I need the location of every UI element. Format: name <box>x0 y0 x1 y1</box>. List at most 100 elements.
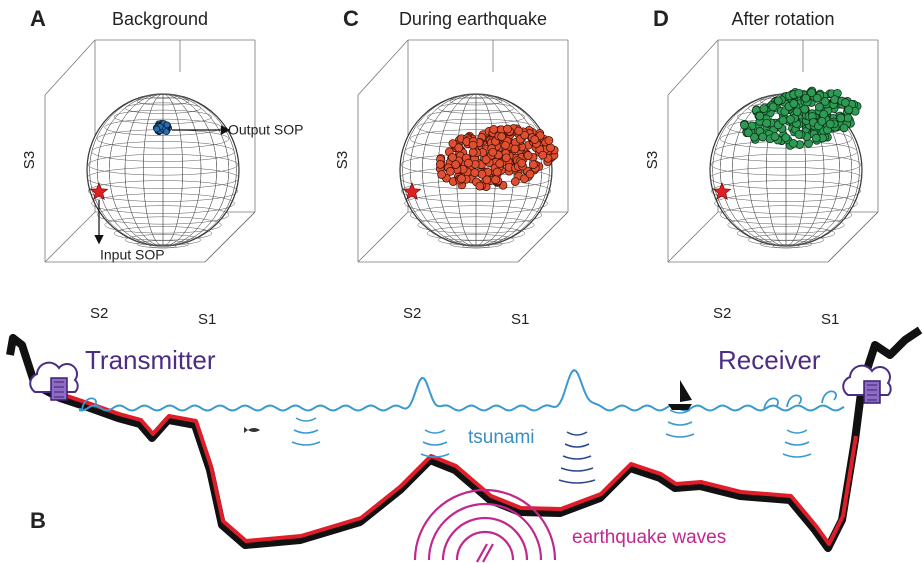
sop-point <box>539 151 547 159</box>
panel-letter: A <box>30 6 46 31</box>
surface-curl <box>822 391 836 403</box>
sop-point <box>801 105 809 113</box>
cube-edge <box>358 40 408 95</box>
annotation: Output SOP <box>228 122 303 138</box>
wave-arc <box>296 418 316 421</box>
wave-arc <box>567 432 587 435</box>
cube-edge <box>668 40 718 95</box>
sop-point <box>812 134 820 142</box>
sop-point <box>438 171 446 179</box>
sop-point <box>511 145 519 153</box>
panel-title: After rotation <box>731 9 834 29</box>
wave-arc <box>565 444 589 447</box>
sphere-panel: DAfter rotationS3S2S1 <box>644 6 878 328</box>
boat <box>668 380 692 410</box>
sop-point <box>515 127 523 135</box>
sop-point <box>771 133 779 141</box>
sop-point <box>844 114 852 122</box>
wave-arc <box>783 454 811 457</box>
cube-edge <box>668 212 718 262</box>
sop-point <box>782 134 790 142</box>
fault <box>477 544 493 562</box>
sop-point <box>465 159 473 167</box>
sop-point <box>502 154 510 162</box>
sop-point <box>504 125 512 133</box>
wave-arc <box>563 456 591 459</box>
sop-point <box>530 161 538 169</box>
wave-arc <box>292 442 320 445</box>
sop-point <box>498 133 506 141</box>
sop-point <box>815 103 823 111</box>
axis-label: S2 <box>90 305 108 322</box>
wave-arc <box>787 430 807 433</box>
sop-point <box>793 108 801 116</box>
sop-point <box>154 126 160 132</box>
sop-point <box>436 160 444 168</box>
earthquake-waves-label: earthquake waves <box>572 527 726 548</box>
sop-point <box>826 120 834 128</box>
cube-edge <box>45 40 95 95</box>
sop-point <box>845 106 853 114</box>
wave-arc <box>423 442 447 445</box>
sop-point <box>840 124 848 132</box>
sop-point <box>779 116 787 124</box>
axis-label: S1 <box>511 311 529 328</box>
sop-point <box>790 100 798 108</box>
sop-point <box>489 148 497 156</box>
sop-point <box>492 176 500 184</box>
sop-point <box>511 178 519 186</box>
sop-point <box>545 137 553 145</box>
axis-label: S2 <box>713 305 731 322</box>
wave-arc <box>425 430 445 433</box>
sop-point <box>818 117 826 125</box>
sop-point <box>518 159 526 167</box>
sop-point <box>759 133 767 141</box>
receiver-label: Receiver <box>718 345 821 375</box>
sop-point <box>490 125 498 133</box>
sop-point <box>526 170 534 178</box>
sop-point <box>446 167 454 175</box>
panel-letter: B <box>30 508 46 533</box>
sop-point <box>760 105 768 113</box>
sop-point <box>524 152 532 160</box>
wave-arc <box>668 422 692 425</box>
sop-point <box>164 122 170 128</box>
sop-point <box>740 121 748 129</box>
cube-edge <box>45 212 95 262</box>
fish <box>244 427 260 433</box>
sop-point <box>163 129 169 135</box>
axis-label: S3 <box>21 151 38 169</box>
panel-title: Background <box>112 9 208 29</box>
sop-point <box>831 96 839 104</box>
figure: B Transmitter Receiver tsunami earthquak… <box>0 0 923 563</box>
axis-label: S1 <box>198 311 216 328</box>
sop-point <box>837 114 845 122</box>
sop-point <box>756 112 764 120</box>
wave-arc <box>294 430 318 433</box>
sop-point <box>496 160 504 168</box>
sop-point <box>493 168 501 176</box>
axis-label: S2 <box>403 305 421 322</box>
sop-point <box>502 141 510 149</box>
panel-letter: D <box>653 6 669 31</box>
sea-surface <box>80 370 844 410</box>
sop-point <box>795 131 803 139</box>
sop-point <box>786 115 794 123</box>
sop-point <box>789 139 797 147</box>
sop-point <box>449 153 457 161</box>
sop-point <box>482 156 490 164</box>
wave-arc <box>559 480 595 483</box>
sphere-panel: ABackgroundS3S2S1Output SOPInput SOP <box>21 6 304 328</box>
axis-label: S3 <box>644 151 661 169</box>
sop-point <box>795 89 803 97</box>
sop-point <box>531 136 539 144</box>
transmitter-label: Transmitter <box>85 345 216 375</box>
sop-point <box>469 148 477 156</box>
sop-point <box>458 175 466 183</box>
wave-arc <box>666 434 694 437</box>
wave-arc <box>785 442 809 445</box>
tsunami-label: tsunami <box>468 427 535 448</box>
sop-point <box>469 141 477 149</box>
sphere-panel: CDuring earthquakeS3S2S1 <box>334 6 568 328</box>
axis-label: S3 <box>334 151 351 169</box>
